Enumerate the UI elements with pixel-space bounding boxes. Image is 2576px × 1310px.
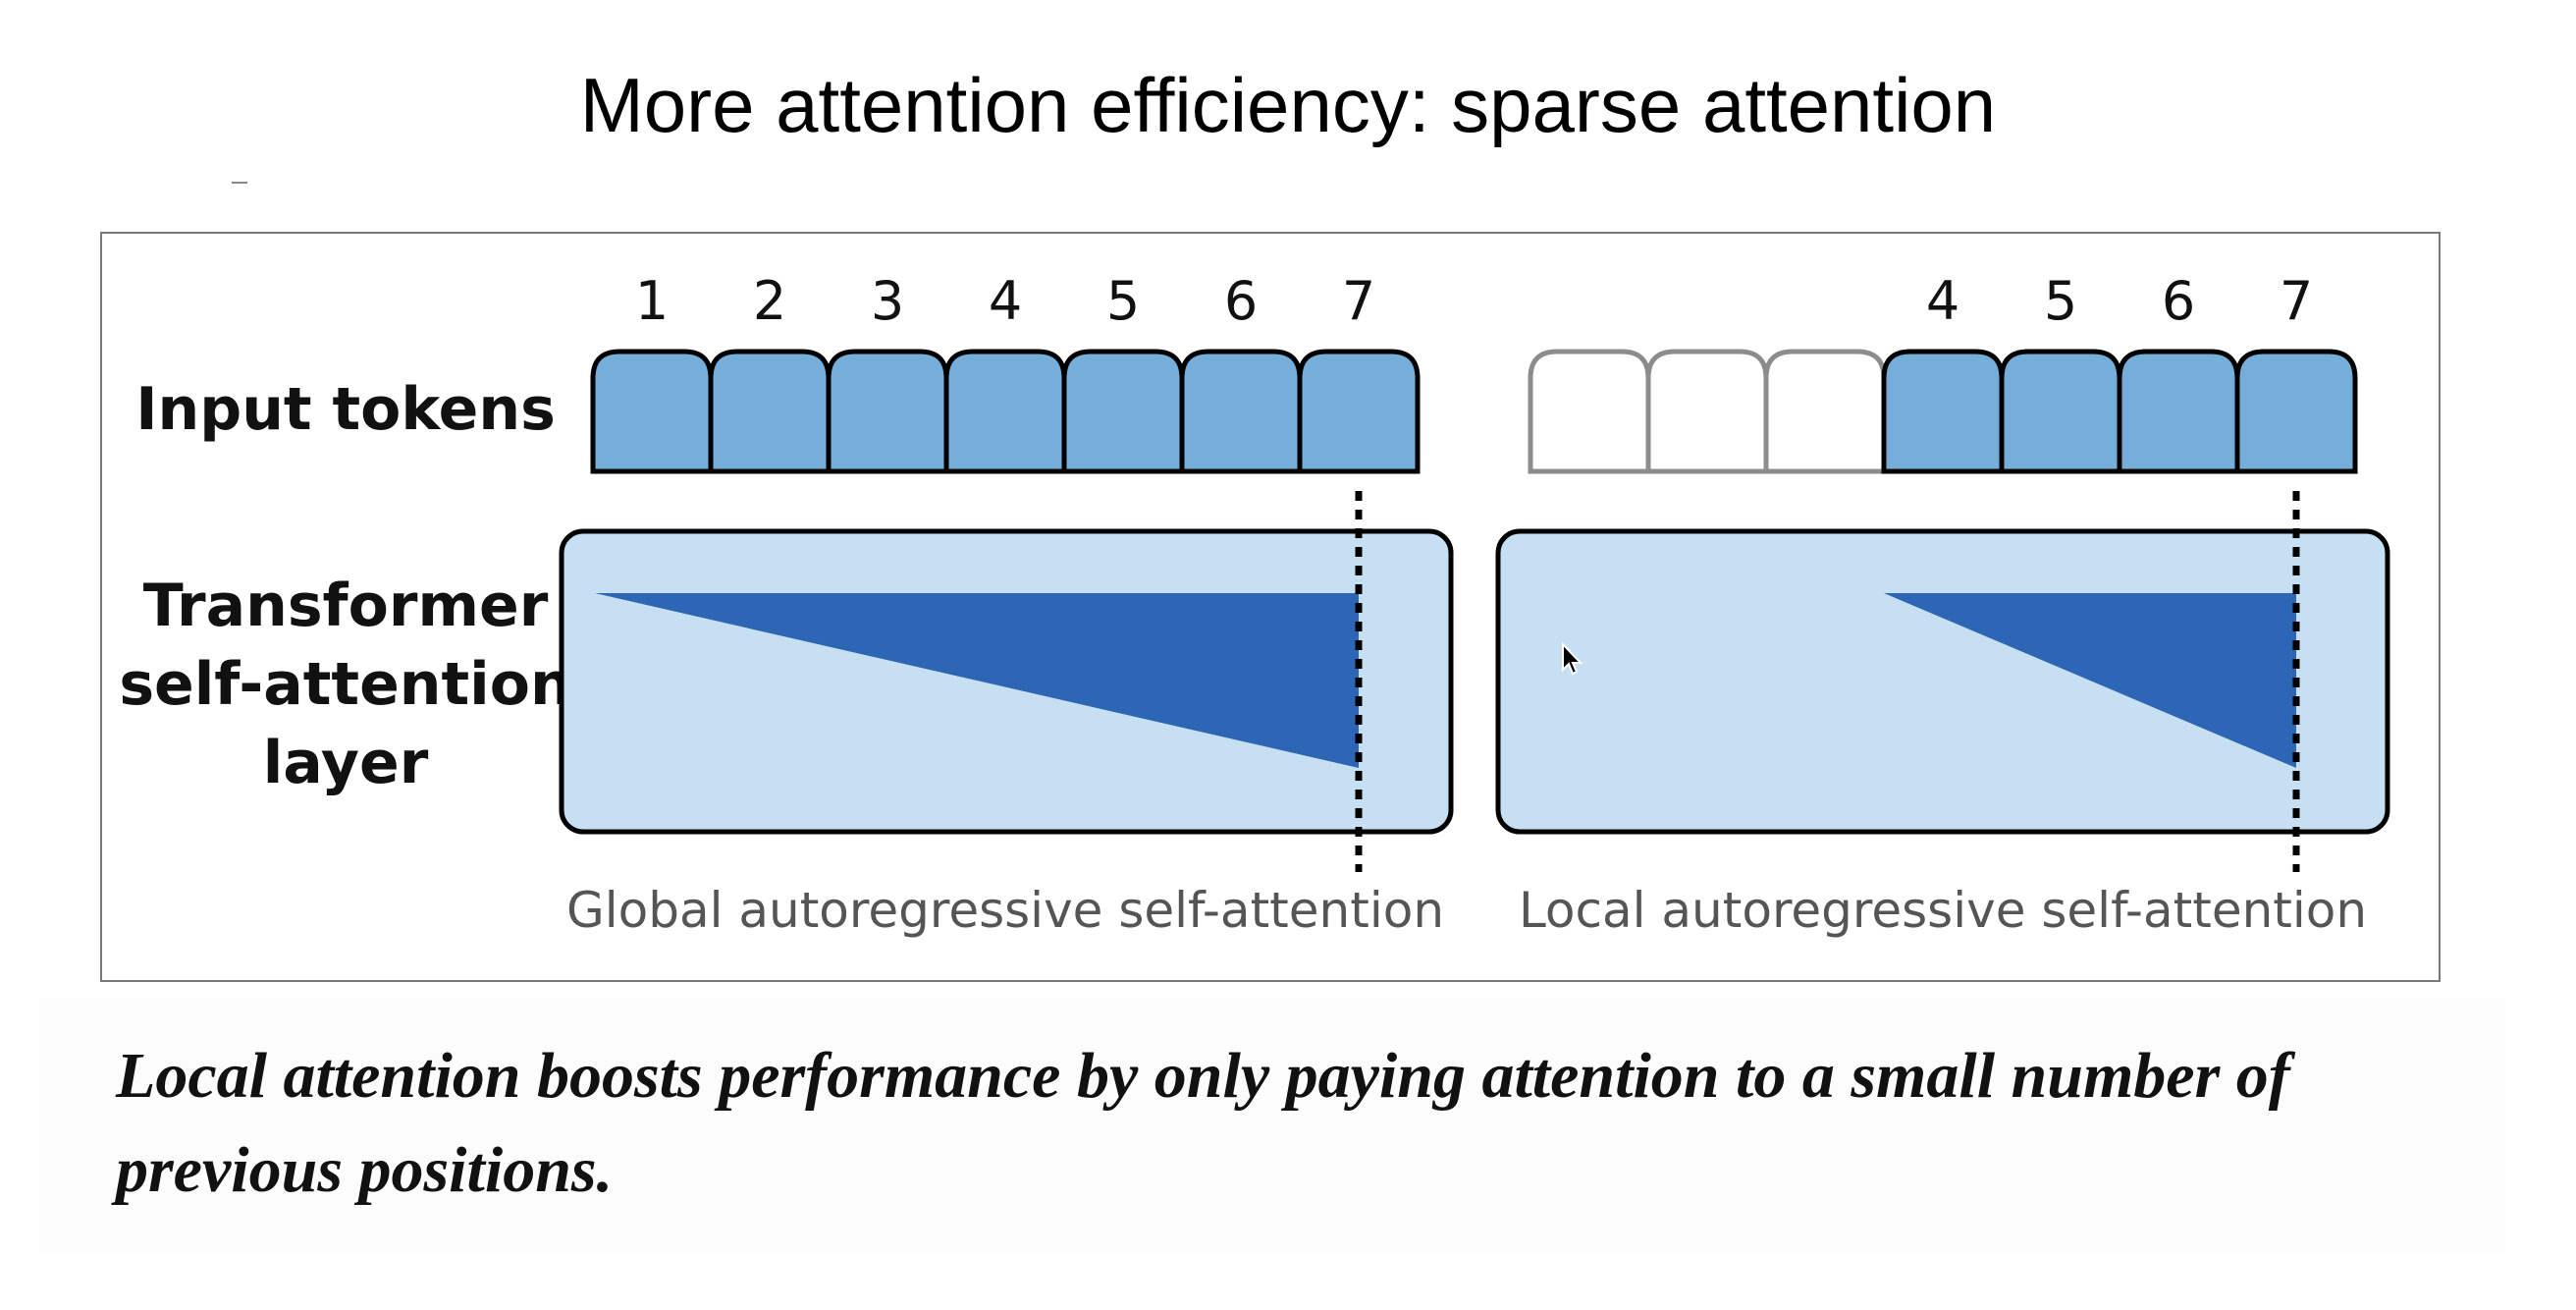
caption-panel: [39, 998, 2505, 1253]
mouse-pointer-icon: [1562, 642, 1583, 676]
label-input-tokens: Input tokens: [135, 375, 556, 444]
global-caption: Global autoregressive self-attention: [566, 882, 1444, 939]
local-token-number-7: 7: [2280, 270, 2313, 332]
local-token-5: [1999, 349, 2122, 474]
local-token-number-5: 5: [2044, 270, 2077, 332]
global-token-5: [1061, 349, 1185, 474]
label-layer-line3: layer: [263, 729, 429, 797]
local-token-empty-2: [1645, 349, 1769, 474]
global-token-3: [826, 349, 949, 474]
global-token-number-6: 6: [1224, 270, 1258, 332]
stray-mark: [232, 182, 247, 184]
global-token-1: [590, 349, 714, 474]
local-token-4: [1881, 349, 2005, 474]
global-token-number-7: 7: [1342, 270, 1375, 332]
local-token-number-4: 4: [1926, 270, 1959, 332]
local-token-empty-3: [1763, 349, 1887, 474]
global-token-numbers: 1 2 3 4 5 6 7: [635, 270, 1375, 332]
label-layer-line1: Transformer: [143, 572, 549, 640]
global-token-6: [1179, 349, 1303, 474]
global-token-number-2: 2: [753, 270, 786, 332]
local-token-6: [2117, 349, 2240, 474]
global-token-row: [590, 349, 1421, 474]
slide-title: More attention efficiency: sparse attent…: [579, 62, 1997, 148]
local-token-number-6: 6: [2162, 270, 2195, 332]
local-token-row: [1528, 349, 2358, 474]
global-token-number-3: 3: [871, 270, 904, 332]
local-caption: Local autoregressive self-attention: [1519, 882, 2367, 939]
slide-caption: Local attention boosts performance by on…: [116, 1040, 2290, 1206]
global-token-number-5: 5: [1106, 270, 1140, 332]
global-token-number-4: 4: [989, 270, 1022, 332]
global-token-7: [1297, 349, 1421, 474]
local-token-empty-1: [1528, 349, 1651, 474]
global-attention-wedge: [595, 593, 1359, 768]
local-token-numbers: 4 5 6 7: [1926, 270, 2313, 332]
global-token-4: [943, 349, 1067, 474]
local-token-7: [2234, 349, 2358, 474]
label-layer-line2: self-attention: [119, 650, 571, 719]
local-attention-wedge: [1884, 593, 2296, 768]
global-token-number-1: 1: [635, 270, 669, 332]
global-token-2: [708, 349, 832, 474]
